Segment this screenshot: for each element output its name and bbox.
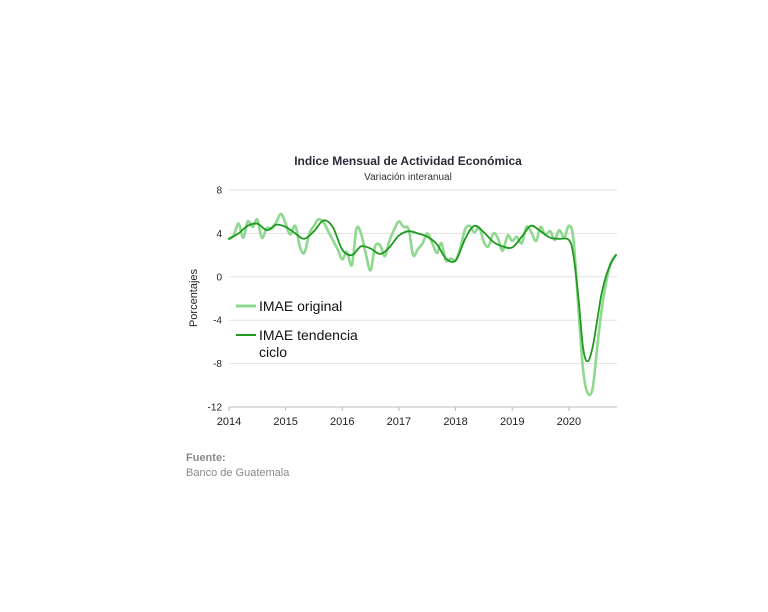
series-line-imae-tendencia-ciclo bbox=[228, 219, 617, 363]
y-tick-label: -4 bbox=[213, 316, 222, 327]
y-tick-label: -12 bbox=[208, 403, 223, 414]
source-text: Banco de Guatemala bbox=[186, 467, 290, 479]
x-tick-label: 2016 bbox=[330, 416, 354, 428]
y-tick-label: 0 bbox=[216, 272, 222, 283]
x-tick-label: 2020 bbox=[557, 416, 581, 428]
legend-label-imae-original: IMAE original bbox=[259, 298, 342, 314]
x-tick-label: 2014 bbox=[217, 416, 241, 428]
x-tick-label: 2019 bbox=[500, 416, 524, 428]
y-axis-ticks: 8 4 0 -4 -8 -12 bbox=[208, 186, 223, 414]
x-axis-ticks: 2014 2015 2016 2017 2018 2019 2020 bbox=[217, 407, 581, 428]
y-tick-label: 8 bbox=[216, 186, 222, 197]
x-tick-label: 2015 bbox=[273, 416, 297, 428]
series-line-imae-original bbox=[227, 212, 618, 397]
y-axis-label: Porcentajes bbox=[188, 268, 200, 327]
y-tick-label: 4 bbox=[216, 229, 222, 240]
x-tick-label: 2018 bbox=[443, 416, 467, 428]
y-tick-label: -8 bbox=[213, 359, 222, 370]
x-tick-label: 2017 bbox=[387, 416, 411, 428]
series-lines bbox=[227, 212, 618, 397]
chart-title: Indice Mensual de Actividad Económica bbox=[294, 154, 522, 168]
legend: IMAE original IMAE tendencia ciclo bbox=[236, 298, 358, 360]
source-label: Fuente: bbox=[186, 452, 226, 464]
chart-subtitle: Variación interanual bbox=[364, 172, 452, 183]
legend-label-imae-tendencia-ciclo: IMAE tendencia ciclo bbox=[259, 327, 358, 360]
